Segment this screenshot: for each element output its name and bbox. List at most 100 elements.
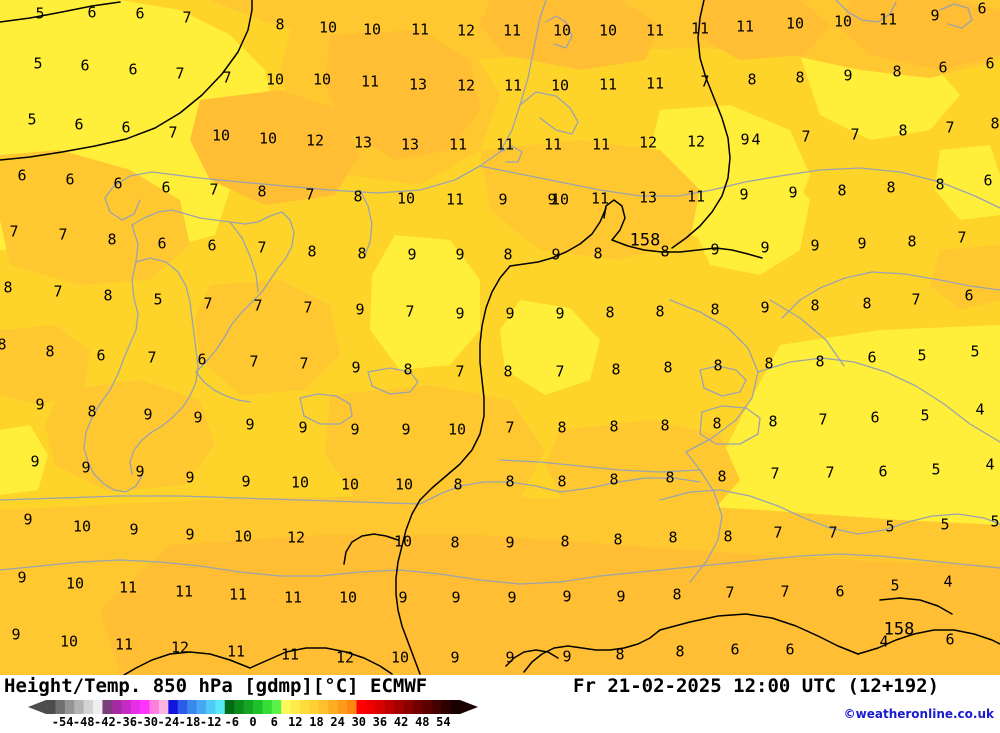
station-temperature-label: 6 bbox=[96, 346, 106, 365]
station-temperature-label: 11 bbox=[495, 135, 515, 154]
station-temperature-label: 9 bbox=[930, 6, 940, 25]
station-temperature-label: 7 bbox=[818, 410, 828, 429]
station-temperature-label: 6 bbox=[65, 170, 75, 189]
colorbar-cell bbox=[300, 700, 310, 714]
station-temperature-label: 7 bbox=[168, 123, 178, 142]
station-temperature-label: 9 bbox=[505, 304, 515, 323]
station-temperature-label: 4 bbox=[985, 455, 995, 474]
colorbar-tick-label: -24 bbox=[157, 715, 180, 729]
station-temperature-label: 6 bbox=[157, 234, 167, 253]
station-temperature-label: 6 bbox=[867, 348, 877, 367]
station-temperature-label: 7 bbox=[147, 348, 157, 367]
station-temperature-label: 6 bbox=[17, 166, 27, 185]
station-temperature-label: 9 bbox=[505, 648, 515, 667]
station-temperature-label: 8 bbox=[747, 70, 757, 89]
station-temperature-label: 6 bbox=[870, 408, 880, 427]
colorbar-tick-label: 24 bbox=[330, 715, 345, 729]
station-temperature-label: 9 bbox=[298, 418, 308, 437]
station-temperature-label: 7 bbox=[58, 225, 68, 244]
station-temperature-label: 7 bbox=[911, 290, 921, 309]
station-temperature-label: 10 bbox=[552, 21, 572, 40]
station-temperature-label: 8 bbox=[557, 472, 567, 491]
station-temperature-label: 7 bbox=[222, 68, 232, 87]
station-temperature-label: 8 bbox=[503, 362, 513, 381]
station-temperature-label: 10 bbox=[598, 21, 618, 40]
station-temperature-label: 7 bbox=[945, 118, 955, 137]
colorbar-cell bbox=[102, 700, 113, 714]
station-temperature-label: 11 bbox=[118, 578, 138, 597]
station-temperature-label: 7 bbox=[725, 583, 735, 602]
station-temperature-label: 9 bbox=[739, 185, 749, 204]
station-temperature-label: 11 bbox=[448, 135, 468, 154]
station-temperature-label: 4 bbox=[943, 572, 953, 591]
station-temperature-label: 6 bbox=[977, 0, 987, 18]
station-temperature-label: 8 bbox=[907, 232, 917, 251]
station-temperature-label: 8 bbox=[655, 302, 665, 321]
station-temperature-label: 10 bbox=[65, 574, 85, 593]
station-temperature-label: 9 bbox=[857, 234, 867, 253]
station-temperature-label: 11 bbox=[735, 17, 755, 36]
station-temperature-label: 11 bbox=[878, 10, 898, 29]
station-temperature-label: 12 bbox=[638, 133, 658, 152]
station-temperature-label: 9 bbox=[245, 415, 255, 434]
station-temperature-label: 8 bbox=[717, 467, 727, 486]
station-temperature-label: 11 bbox=[690, 19, 710, 38]
station-temperature-label: 7 bbox=[9, 222, 19, 241]
station-temperature-label: 9 bbox=[788, 183, 798, 202]
station-temperature-label: 8 bbox=[764, 354, 774, 373]
station-temperature-label: 9 bbox=[498, 190, 508, 209]
station-temperature-label: 9 bbox=[562, 587, 572, 606]
station-temperature-label: 7 bbox=[957, 228, 967, 247]
station-temperature-label: 7 bbox=[700, 72, 710, 91]
colorbar-cell bbox=[196, 700, 207, 714]
station-temperature-label: 8 bbox=[0, 335, 7, 354]
station-temperature-label: 4 bbox=[975, 400, 985, 419]
colorbar-cell bbox=[262, 700, 273, 714]
station-temperature-label: 9 bbox=[505, 533, 515, 552]
map-panel[interactable]: 5 6 6 7 8 10 10 11 12 11 10 10 11 11 11 10 10 11 9 6 5 6 6 7 7 10… bbox=[0, 0, 1000, 675]
station-temperature-label: 10 bbox=[258, 129, 278, 148]
station-temperature-label: 7 bbox=[299, 354, 309, 373]
station-temperature-label: 6 bbox=[87, 3, 97, 22]
colorbar-cell bbox=[46, 700, 56, 714]
colorbar-cell bbox=[403, 700, 414, 714]
station-temperature-label: 7 bbox=[770, 464, 780, 483]
colorbar-right-arrow bbox=[460, 700, 478, 714]
station-temperature-label: 8 bbox=[886, 178, 896, 197]
colorbar-svg bbox=[28, 700, 478, 714]
station-temperature-label: 10 bbox=[290, 473, 310, 492]
station-temperature-label: 8 bbox=[593, 244, 603, 263]
colorbar-cell bbox=[365, 700, 376, 714]
station-temperature-label: 8 bbox=[605, 303, 615, 322]
station-temperature-label: 9 bbox=[843, 66, 853, 85]
station-temperature-label: 6 bbox=[945, 630, 955, 649]
station-temperature-label: 8 bbox=[611, 360, 621, 379]
colorbar-cell bbox=[55, 700, 66, 714]
station-temperature-label: 11 bbox=[174, 582, 194, 601]
station-temperature-label: 6 bbox=[161, 178, 171, 197]
station-temperature-label: 8 bbox=[87, 402, 97, 421]
colorbar-tick-label: 18 bbox=[309, 715, 324, 729]
station-temperature-label: 8 bbox=[672, 585, 682, 604]
colorbar-cell bbox=[121, 700, 132, 714]
station-temperature-label: 8 bbox=[810, 296, 820, 315]
station-temperature-label: 13 bbox=[638, 188, 658, 207]
station-temperature-label: 12 bbox=[305, 131, 325, 150]
station-temperature-label: 9 bbox=[455, 245, 465, 264]
station-temperature-label: 8 bbox=[357, 244, 367, 263]
station-temperature-label: 11 bbox=[645, 74, 665, 93]
station-temperature-label: 11 bbox=[114, 635, 134, 654]
coastline-layer bbox=[0, 0, 1000, 585]
station-temperature-label: 11 bbox=[226, 642, 246, 661]
station-temperature-label: 4 bbox=[879, 632, 889, 651]
station-temperature-label: 8 bbox=[990, 114, 1000, 133]
station-temperature-label: 10 bbox=[394, 475, 414, 494]
station-temperature-label: 12 bbox=[456, 21, 476, 40]
station-temperature-label: 6 bbox=[785, 640, 795, 659]
station-temperature-label: 8 bbox=[257, 182, 267, 201]
station-temperature-label: 12 bbox=[286, 528, 306, 547]
station-temperature-label: 9 bbox=[351, 358, 361, 377]
station-temperature-label: 8 bbox=[892, 62, 902, 81]
colorbar-cell bbox=[215, 700, 226, 714]
station-temperature-label: 7 bbox=[828, 523, 838, 542]
